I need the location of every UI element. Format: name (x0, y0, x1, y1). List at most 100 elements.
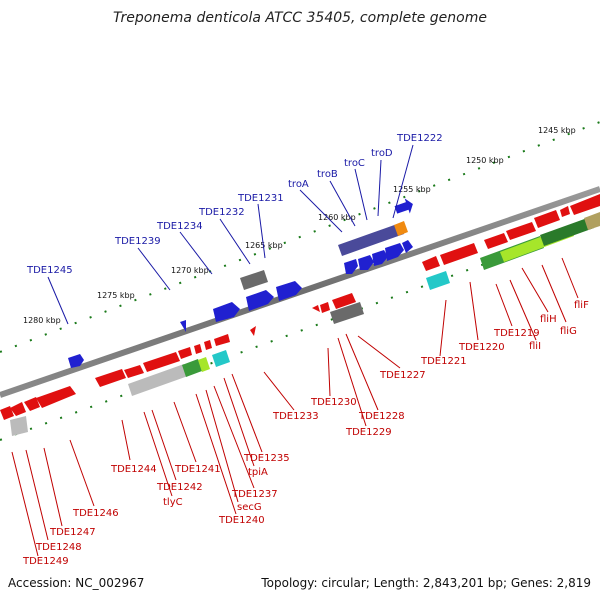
accession-text: Accession: NC_002967 (8, 576, 144, 590)
gene-label[interactable]: TDE1229 (345, 427, 392, 438)
gene-label[interactable]: fliF (574, 300, 589, 311)
gene-arrow[interactable] (180, 320, 186, 332)
tick-label: 1275 kbp (97, 291, 135, 300)
upper-tick-track (0, 121, 600, 353)
gene-arrow[interactable] (332, 293, 356, 309)
tick-label: 1245 kbp (538, 126, 576, 135)
gene-label[interactable]: TDE1249 (22, 556, 69, 567)
gene-label[interactable]: TDE1232 (198, 207, 245, 218)
gene-label[interactable]: troB (317, 169, 338, 180)
gene-label[interactable]: TDE1221 (420, 356, 467, 367)
gene-arrow[interactable] (402, 240, 413, 253)
gene-arrow[interactable] (95, 369, 126, 387)
gene-arrow[interactable] (358, 255, 374, 270)
reverse-labels: fliF fliG fliH fliI TDE1219 TDE1220 TDE1… (22, 300, 589, 567)
gene-arrow[interactable] (484, 233, 508, 249)
gene-label[interactable]: TDE1237 (231, 489, 278, 500)
gene-label[interactable]: TDE1240 (218, 515, 265, 526)
gene-arrow[interactable] (385, 243, 404, 261)
gene-label[interactable]: fliG (560, 326, 577, 337)
gene-label[interactable]: TDE1247 (49, 527, 96, 538)
forward-leaders (47, 144, 414, 325)
gene-arrow[interactable] (143, 352, 180, 372)
gene-label[interactable]: TDE1220 (458, 342, 505, 353)
gene-arrow[interactable] (204, 340, 212, 350)
gene-arrow[interactable] (194, 344, 202, 354)
gene-block[interactable] (394, 221, 408, 236)
forward-gene-track (68, 196, 415, 368)
gene-arrow[interactable] (24, 397, 40, 411)
gene-arrow[interactable] (250, 326, 256, 336)
gene-label[interactable]: TDE1244 (110, 464, 157, 475)
gene-block[interactable] (182, 359, 202, 377)
gene-arrow[interactable] (422, 256, 440, 271)
gene-label[interactable]: TDE1231 (237, 193, 284, 204)
gene-label[interactable]: fliH (540, 314, 557, 325)
gene-arrow[interactable] (214, 334, 230, 346)
gene-block[interactable] (212, 350, 230, 367)
gene-arrow[interactable] (312, 305, 320, 312)
gene-label[interactable]: fliI (529, 341, 541, 352)
gene-block[interactable] (240, 270, 268, 290)
gene-label[interactable]: tpiA (248, 467, 268, 478)
gene-arrow[interactable] (560, 206, 570, 217)
gene-label[interactable]: TDE1219 (493, 328, 540, 339)
gene-label[interactable]: TDE1222 (396, 133, 443, 144)
tick-label: 1280 kbp (23, 316, 61, 325)
gene-block[interactable] (338, 223, 404, 256)
gene-arrow[interactable] (68, 354, 84, 368)
gene-arrow[interactable] (10, 402, 26, 416)
gene-label[interactable]: TDE1235 (243, 453, 290, 464)
gene-arrow[interactable] (570, 194, 600, 215)
gene-block[interactable] (10, 416, 28, 436)
gene-label[interactable]: secG (237, 502, 262, 513)
gene-block[interactable] (330, 302, 364, 324)
gene-arrow[interactable] (178, 347, 192, 359)
reverse-leaders (11, 257, 579, 557)
gene-block[interactable] (584, 212, 600, 230)
tick-label: 1260 kbp (318, 213, 356, 222)
gene-label[interactable]: TDE1242 (156, 482, 203, 493)
gene-arrow[interactable] (124, 365, 144, 378)
gene-arrow[interactable] (393, 196, 415, 217)
gene-block[interactable] (198, 357, 210, 372)
gene-arrow[interactable] (276, 281, 302, 301)
gene-arrow[interactable] (534, 210, 560, 228)
map-title: Treponema denticola ATCC 35405, complete… (113, 10, 487, 26)
gene-arrow[interactable] (344, 259, 358, 274)
tick-label: 1250 kbp (466, 156, 504, 165)
genome-backbone (0, 186, 600, 398)
gene-label[interactable]: TDE1228 (358, 411, 405, 422)
gene-label[interactable]: TDE1230 (310, 397, 357, 408)
gene-arrow[interactable] (320, 302, 330, 313)
tick-label: 1270 kbp (171, 266, 209, 275)
gene-label[interactable]: troD (371, 148, 393, 159)
gene-block[interactable] (128, 364, 188, 396)
gene-label[interactable]: TDE1245 (26, 265, 73, 276)
gene-arrow[interactable] (440, 243, 478, 265)
genome-summary-text: Topology: circular; Length: 2,843,201 bp… (260, 576, 591, 590)
gene-label[interactable]: troA (288, 179, 309, 190)
gene-block[interactable] (426, 271, 450, 290)
gene-arrow[interactable] (506, 222, 536, 240)
gene-arrow[interactable] (0, 406, 14, 420)
gene-label[interactable]: TDE1241 (174, 464, 221, 475)
gene-label[interactable]: TDE1234 (156, 221, 203, 232)
gene-label[interactable]: TDE1248 (35, 542, 82, 553)
gene-label[interactable]: TDE1227 (379, 370, 426, 381)
gene-label[interactable]: tlyC (163, 497, 183, 508)
gene-arrow[interactable] (372, 250, 388, 266)
gene-label[interactable]: TDE1246 (72, 508, 119, 519)
gene-label[interactable]: TDE1233 (272, 411, 319, 422)
gene-label[interactable]: troC (344, 158, 365, 169)
gene-arrow[interactable] (246, 290, 274, 311)
gene-arrow[interactable] (213, 302, 240, 322)
forward-labels: TDE1222 troD troC troB troA TDE1231 TDE1… (26, 133, 443, 276)
gene-block[interactable] (540, 217, 594, 246)
gene-arrow[interactable] (36, 386, 76, 408)
reverse-gene-track (0, 194, 600, 436)
tick-label: 1255 kbp (393, 185, 431, 194)
gene-label[interactable]: TDE1239 (114, 236, 161, 247)
